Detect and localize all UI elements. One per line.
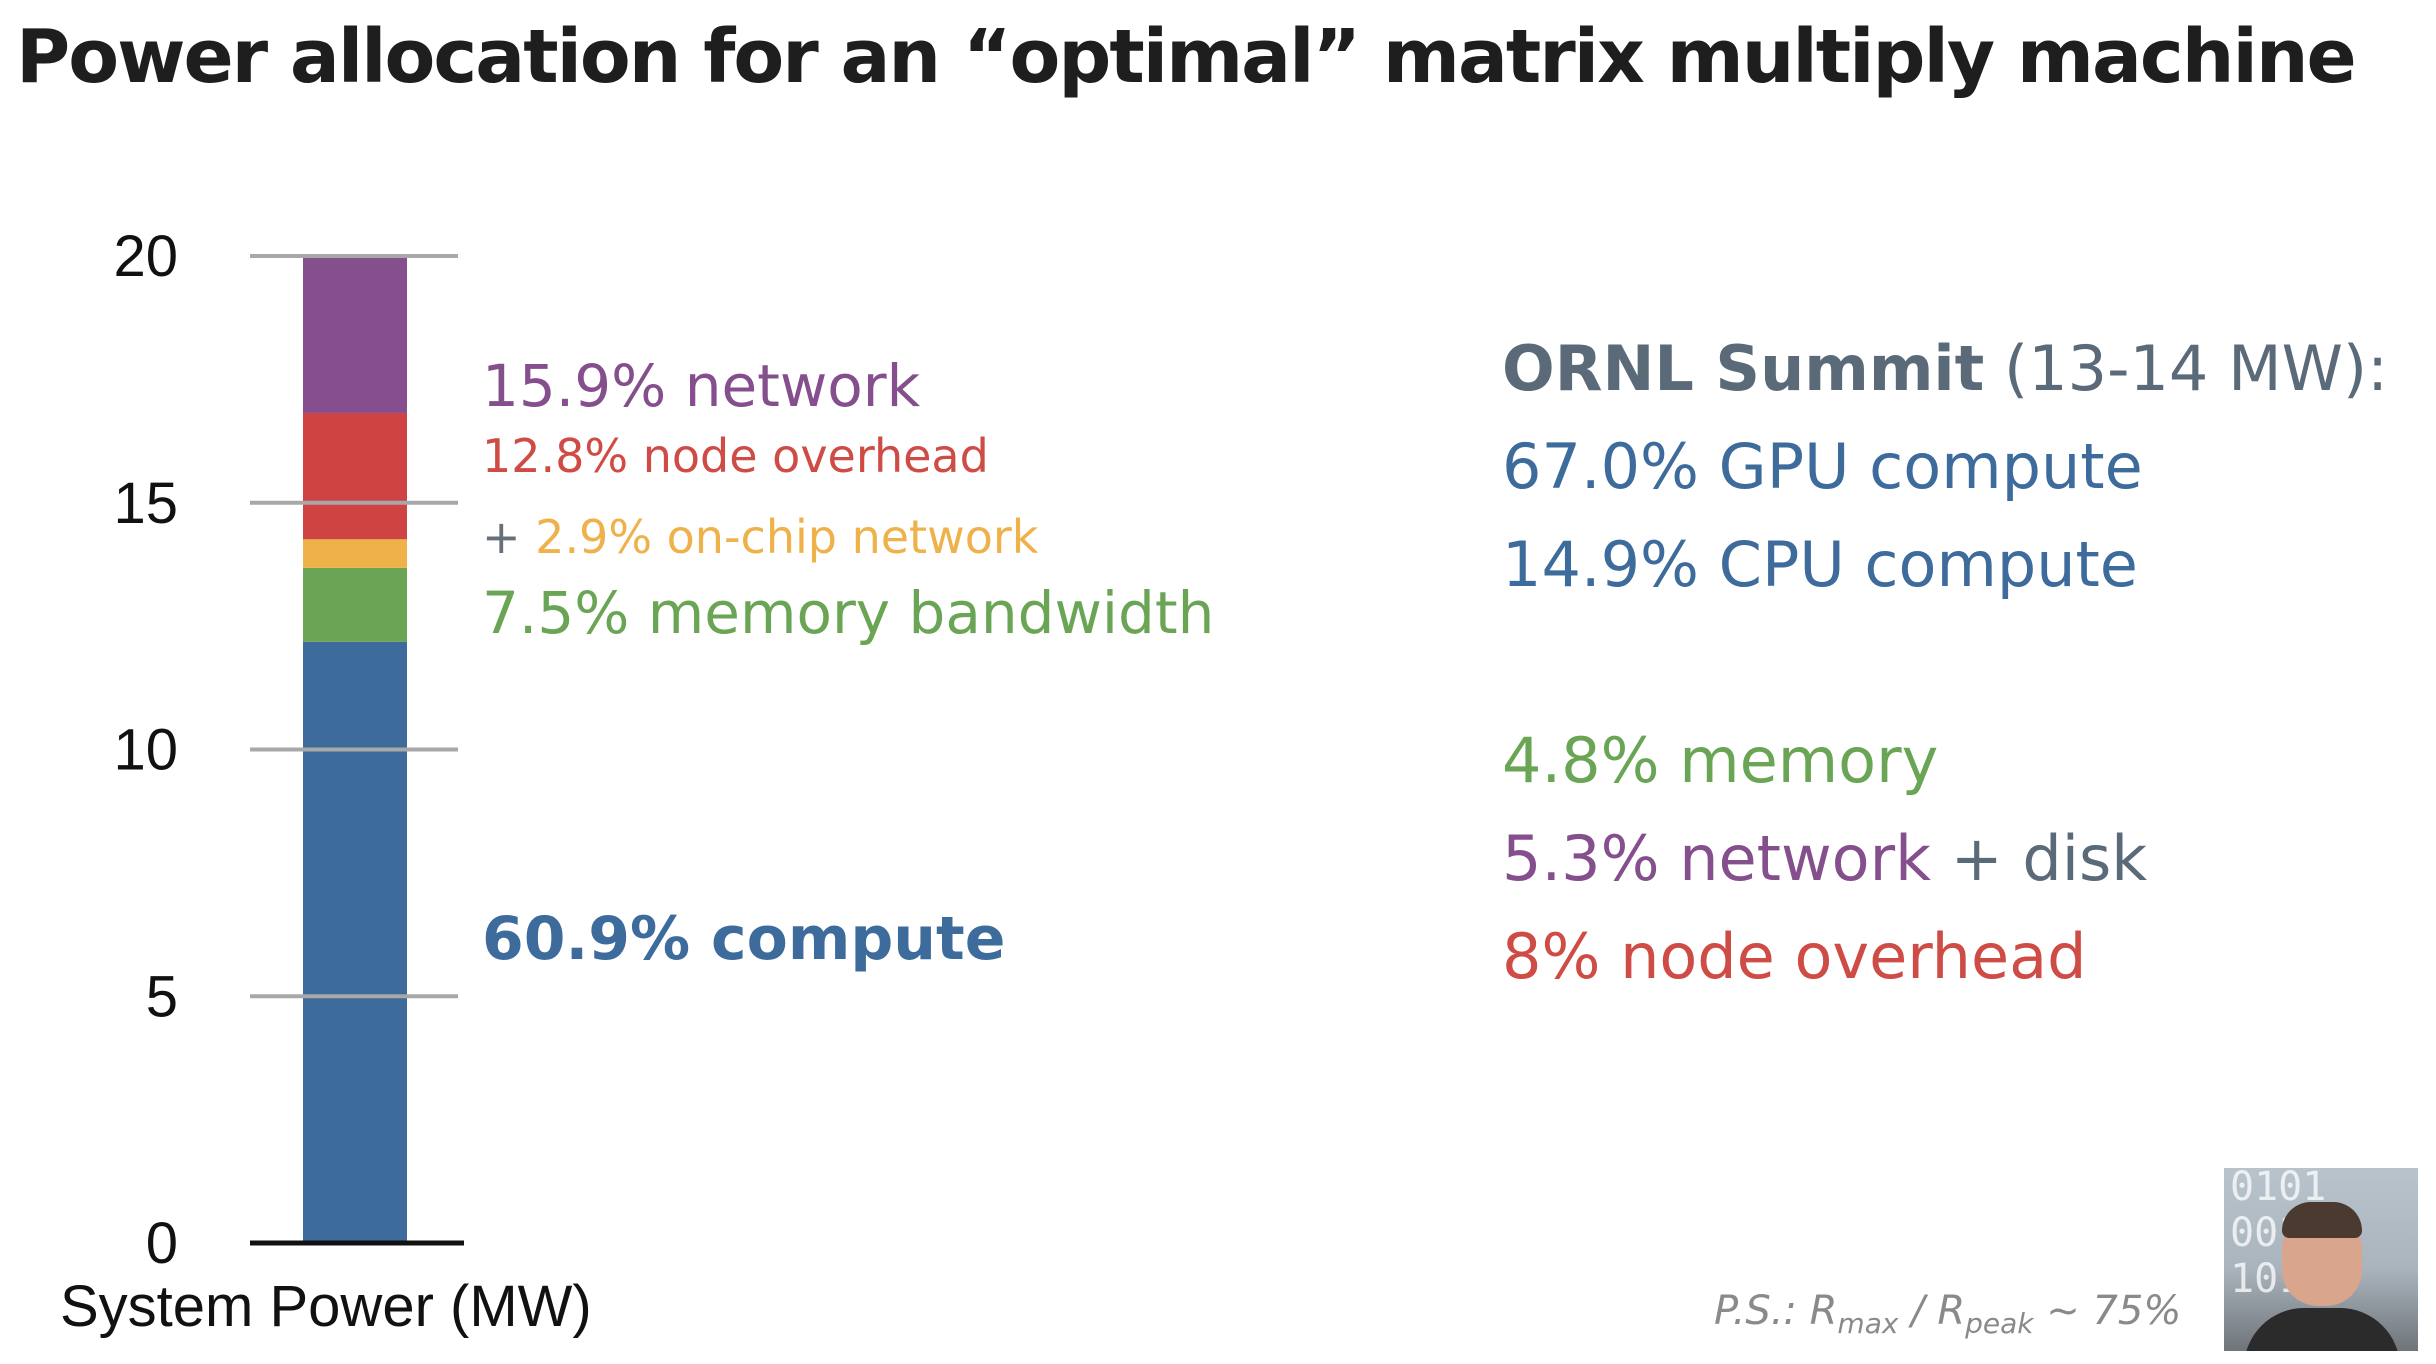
annotation-text: + disk	[1931, 822, 2148, 895]
y-tick-label: 15	[113, 471, 178, 536]
summit-line-memory: 4.8% memory	[1502, 730, 1938, 792]
annotation-text: (13-14 MW):	[1984, 332, 2388, 405]
y-axis-ticks: 0 5 10 15 20	[113, 224, 464, 1276]
annotation-network: 15.9% network	[482, 357, 920, 415]
annotation-text: +	[482, 510, 536, 565]
annotation-memory-bandwidth: 7.5% memory bandwidth	[482, 584, 1214, 642]
annotation-text: 2.9% on-chip network	[535, 510, 1039, 565]
bar-segment-network	[303, 256, 407, 413]
summit-line-network-disk: 5.3% network + disk	[1502, 828, 2147, 890]
annotation-text: 67.0% GPU compute	[1502, 430, 2143, 503]
footnote-sub-peak: peak	[1965, 1307, 2034, 1340]
summit-line-node-overhead: 8% node overhead	[1502, 926, 2086, 988]
bar-segment-memory-bandwidth	[303, 567, 407, 642]
summit-line-header: ORNL Summit (13-14 MW):	[1502, 338, 2388, 400]
bar-segment-on-chip-network	[303, 539, 407, 568]
y-tick-label: 20	[113, 224, 178, 289]
footnote-mid: / R	[1898, 1288, 1966, 1334]
annotation-text: 4.8% memory	[1502, 724, 1939, 797]
bar-segment-compute	[303, 641, 407, 1243]
footnote-sub-max: max	[1837, 1307, 1899, 1340]
annotation-text: 8% node overhead	[1502, 920, 2087, 993]
annotation-text: 14.9% CPU compute	[1502, 528, 2138, 601]
annotation-text: ORNL Summit	[1502, 332, 1985, 405]
annotation-text: 5.3% network	[1502, 822, 1932, 895]
y-tick-label: 5	[146, 964, 178, 1029]
annotation-node-overhead: 12.8% node overhead	[482, 433, 989, 479]
footnote-prefix: P.S.: R	[1714, 1288, 1838, 1334]
annotation-text: 12.8% node overhead	[482, 429, 989, 484]
presenter-body	[2244, 1308, 2400, 1351]
y-tick-label: 0	[146, 1211, 178, 1276]
footnote-suffix: ~ 75%	[2033, 1288, 2182, 1334]
annotation-on-chip-network: + 2.9% on-chip network	[482, 514, 1038, 560]
summit-line-cpu: 14.9% CPU compute	[1502, 534, 2138, 596]
summit-line-gpu: 67.0% GPU compute	[1502, 436, 2143, 498]
annotation-text: 60.9% compute	[482, 903, 1006, 974]
bar-segment-node-overhead	[303, 412, 407, 540]
annotation-text: 15.9% network	[482, 352, 921, 421]
slide-title: Power allocation for an “optimal” matrix…	[16, 14, 2357, 100]
annotation-compute: 60.9% compute	[482, 909, 1005, 969]
annotation-text: 7.5% memory bandwidth	[482, 579, 1215, 648]
presenter-hair	[2282, 1202, 2362, 1238]
y-tick-label: 10	[113, 718, 178, 783]
bar-segments	[303, 256, 407, 1243]
webcam-overlay: 0101 0011 1010	[2224, 1168, 2418, 1351]
footnote: P.S.: Rmax / Rpeak ~ 75%	[1714, 1288, 2181, 1340]
x-axis-label: System Power (MW)	[60, 1274, 592, 1339]
